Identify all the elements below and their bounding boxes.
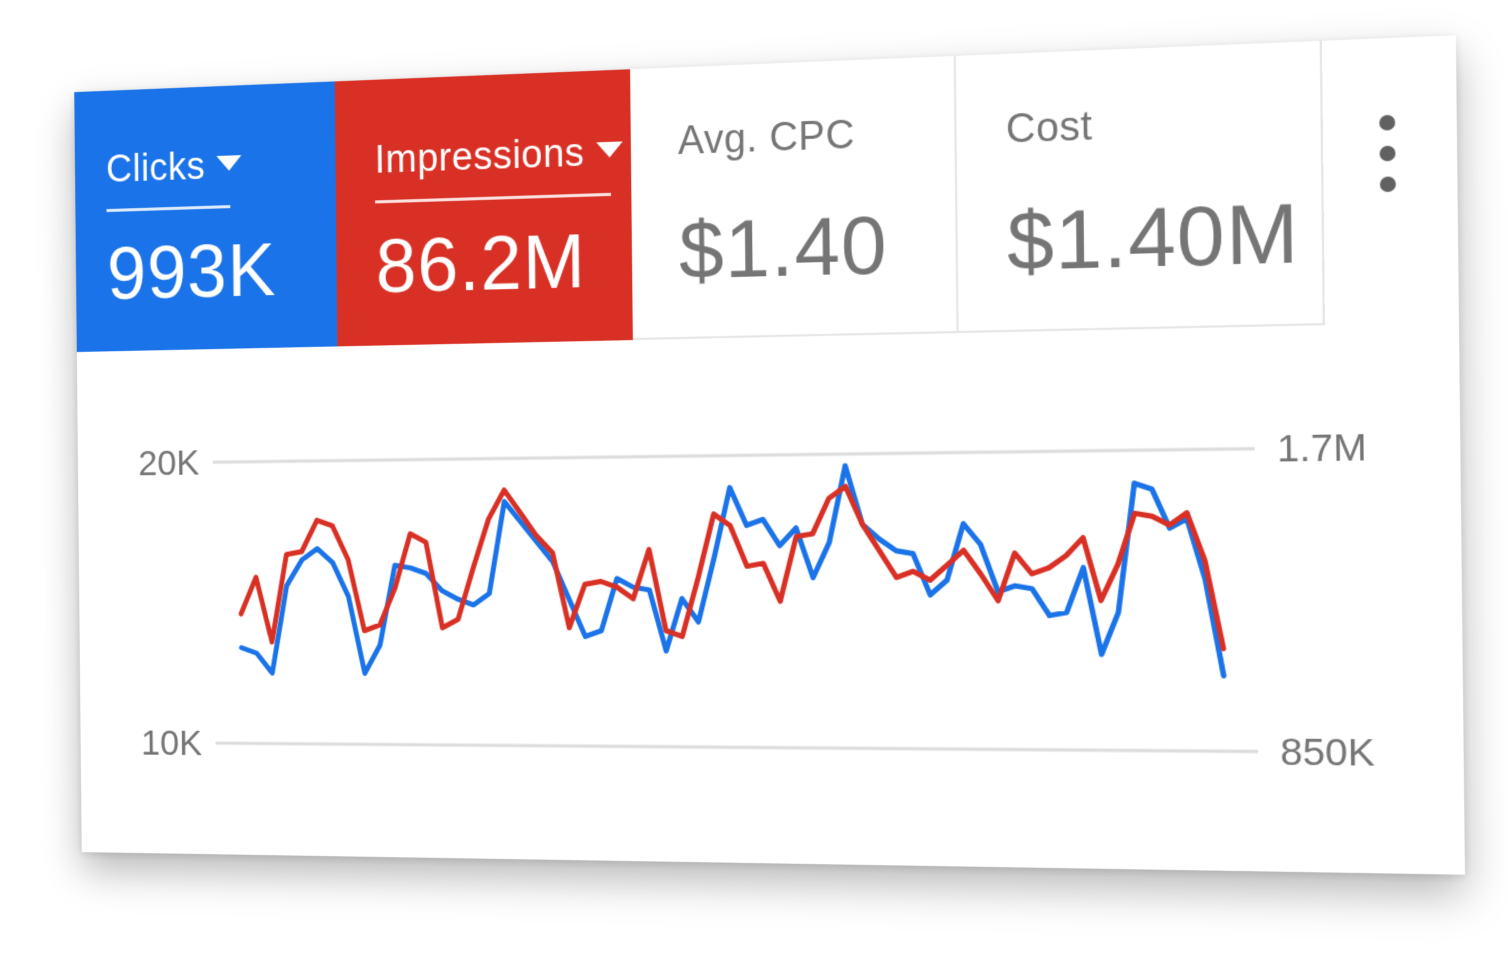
- impressions-label-text: Impressions: [374, 131, 585, 183]
- more-dot: [1379, 145, 1396, 162]
- more-vert-icon[interactable]: [1370, 114, 1405, 193]
- clicks-value: 993K: [106, 226, 277, 316]
- right-axis-tick-label: 850K: [1280, 730, 1375, 775]
- line-chart-svg: 20K 10K 1.7M 850K: [138, 425, 1375, 774]
- metric-tile-avg-cpc[interactable]: Avg. CPC $1.40: [630, 55, 959, 341]
- gridline-bottom: [215, 743, 1257, 751]
- impressions-value: 86.2M: [375, 217, 587, 309]
- more-dot: [1379, 176, 1396, 193]
- axis-labels: 20K 10K 1.7M 850K: [138, 425, 1375, 774]
- caret-down-icon[interactable]: [216, 155, 242, 172]
- series-line-clicks: [240, 461, 1224, 675]
- gridline-top: [213, 449, 1255, 463]
- metrics-chart-card: Clicks 993K Impressions 86.2M Avg. CPC $…: [74, 35, 1465, 875]
- avg-cpc-value: $1.40: [678, 197, 889, 297]
- metric-tile-cost[interactable]: Cost $1.40M: [955, 40, 1325, 334]
- left-axis-tick-label: 10K: [141, 722, 203, 763]
- line-chart: 20K 10K 1.7M 850K: [77, 322, 1465, 874]
- more-dot: [1379, 114, 1396, 131]
- clicks-label[interactable]: Clicks: [106, 144, 242, 192]
- cost-value: $1.40M: [1006, 184, 1300, 289]
- impressions-label-underline: [375, 192, 612, 204]
- right-axis-tick-label: 1.7M: [1277, 425, 1367, 470]
- clicks-label-text: Clicks: [105, 145, 206, 192]
- caret-down-icon[interactable]: [596, 141, 624, 159]
- series-line-impressions: [240, 482, 1223, 648]
- metric-tile-clicks[interactable]: Clicks 993K: [74, 81, 338, 353]
- avg-cpc-label: Avg. CPC: [677, 112, 856, 164]
- impressions-label[interactable]: Impressions: [374, 130, 624, 183]
- clicks-label-underline: [106, 205, 231, 213]
- series-lines: [240, 461, 1224, 675]
- metric-tile-impressions[interactable]: Impressions 86.2M: [334, 69, 633, 347]
- cost-label: Cost: [1005, 104, 1093, 153]
- metric-tiles: Clicks 993K Impressions 86.2M Avg. CPC $…: [74, 40, 1325, 353]
- left-axis-tick-label: 20K: [138, 442, 200, 483]
